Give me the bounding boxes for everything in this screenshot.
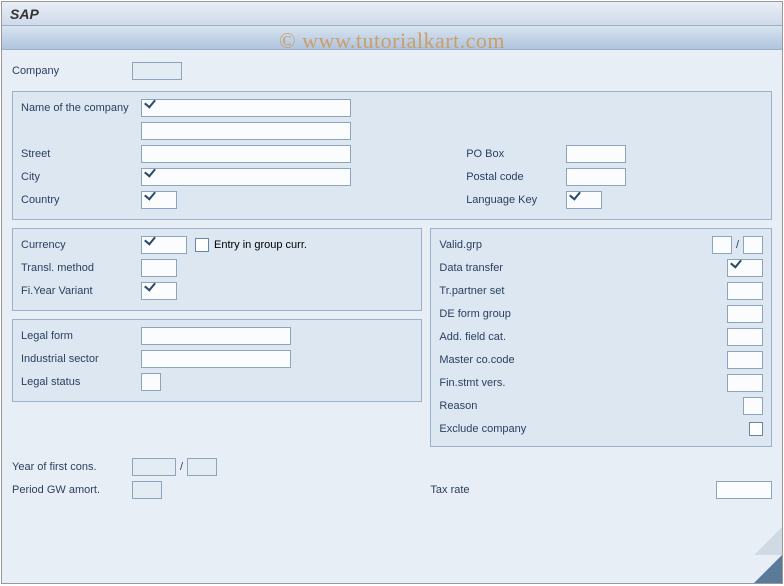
transl-input[interactable] <box>141 259 177 277</box>
entry-group-check-icon <box>195 238 209 252</box>
validgrp-label: Valid.grp <box>439 239 539 251</box>
window-title: SAP <box>10 6 39 22</box>
trpartner-input[interactable] <box>727 282 763 300</box>
periodgw-input[interactable] <box>132 481 162 499</box>
postal-label: Postal code <box>466 171 566 183</box>
city-input[interactable] <box>141 168 351 186</box>
validgrp-input2[interactable] <box>743 236 763 254</box>
right-panel: Valid.grp / Data transfer <box>430 228 772 447</box>
currency-label: Currency <box>21 239 141 251</box>
finstmt-input[interactable] <box>727 374 763 392</box>
legal-form-input[interactable] <box>141 327 291 345</box>
slash-sep2: / <box>180 461 183 473</box>
deform-input[interactable] <box>727 305 763 323</box>
name2-input[interactable] <box>141 122 351 140</box>
slash-sep: / <box>736 239 739 251</box>
exclude-checkbox[interactable] <box>749 422 763 436</box>
yearfirst-input1[interactable] <box>132 458 176 476</box>
entry-group-label: Entry in group curr. <box>214 239 307 251</box>
company-label: Company <box>12 65 132 77</box>
content-area: Company Name of the company <box>2 50 782 583</box>
fyv-label: Fi.Year Variant <box>21 285 141 297</box>
fyv-required-icon <box>143 283 157 297</box>
pobox-input[interactable] <box>566 145 626 163</box>
legal-status-label: Legal status <box>21 376 141 388</box>
language-label: Language Key <box>466 194 566 206</box>
postal-input[interactable] <box>566 168 626 186</box>
entry-group-checkbox[interactable]: Entry in group curr. <box>195 238 307 252</box>
language-required-icon <box>568 192 582 206</box>
yearfirst-input2[interactable] <box>187 458 217 476</box>
footer-area: Year of first cons. / Period GW amort. T… <box>12 457 772 503</box>
addfield-input[interactable] <box>727 328 763 346</box>
city-required-icon <box>143 169 157 183</box>
name-required-icon <box>143 100 157 114</box>
trpartner-label: Tr.partner set <box>439 285 539 297</box>
taxrate-label: Tax rate <box>430 484 530 496</box>
taxrate-input[interactable] <box>716 481 772 499</box>
reason-input[interactable] <box>743 397 763 415</box>
street-input[interactable] <box>141 145 351 163</box>
datatransfer-required-icon <box>729 260 743 274</box>
city-label: City <box>21 171 141 183</box>
street-label: Street <box>21 148 141 160</box>
company-row: Company <box>12 58 772 88</box>
pobox-label: PO Box <box>466 148 566 160</box>
name-label: Name of the company <box>21 102 141 114</box>
industrial-input[interactable] <box>141 350 291 368</box>
masterco-label: Master co.code <box>439 354 539 366</box>
exclude-label: Exclude company <box>439 423 539 435</box>
legal-status-input[interactable] <box>141 373 161 391</box>
periodgw-label: Period GW amort. <box>12 484 132 496</box>
address-panel: Name of the company Street <box>12 91 772 220</box>
legal-form-label: Legal form <box>21 330 141 342</box>
reason-label: Reason <box>439 400 539 412</box>
middle-panels: Currency Entry in group curr. Transl. me… <box>12 228 772 455</box>
window-frame: SAP © www.tutorialkart.com Company Name … <box>1 1 783 584</box>
addfield-label: Add. field cat. <box>439 331 539 343</box>
title-bar: SAP <box>2 2 782 26</box>
country-label: Country <box>21 194 141 206</box>
toolbar <box>2 26 782 50</box>
legal-panel: Legal form Industrial sector Legal statu… <box>12 319 422 402</box>
yearfirst-label: Year of first cons. <box>12 461 132 473</box>
finstmt-label: Fin.stmt vers. <box>439 377 539 389</box>
currency-panel: Currency Entry in group curr. Transl. me… <box>12 228 422 311</box>
currency-required-icon <box>143 237 157 251</box>
industrial-label: Industrial sector <box>21 353 141 365</box>
name-input[interactable] <box>141 99 351 117</box>
company-input[interactable] <box>132 62 182 80</box>
deform-label: DE form group <box>439 308 539 320</box>
masterco-input[interactable] <box>727 351 763 369</box>
datatransfer-label: Data transfer <box>439 262 539 274</box>
country-required-icon <box>143 192 157 206</box>
validgrp-input1[interactable] <box>712 236 732 254</box>
corner-fold-icon <box>754 555 782 583</box>
transl-label: Transl. method <box>21 262 141 274</box>
